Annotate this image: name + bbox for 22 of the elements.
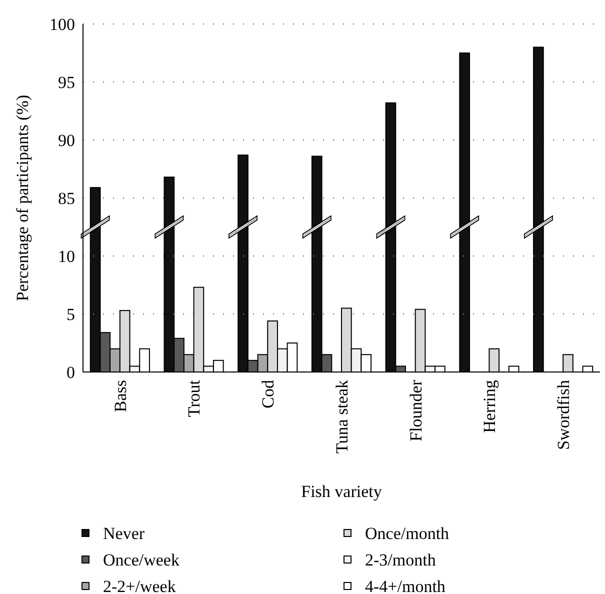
x-tick-label: Cod <box>258 380 278 408</box>
legend-label: Once/month <box>365 524 450 543</box>
legend-label: 4-4+/month <box>365 576 446 594</box>
x-tick-label: Bass <box>110 380 130 412</box>
x-tick-label: Tuna steak <box>332 380 352 454</box>
y-tick-label: 100 <box>50 14 75 34</box>
legend-label: 2-3/month <box>365 550 436 570</box>
y-tick-label: 90 <box>58 130 75 150</box>
y-tick-label: 10 <box>58 246 75 266</box>
legend-label: Never <box>103 524 145 543</box>
y-tick-label: 5 <box>66 304 75 324</box>
y-tick-label: 0 <box>66 362 75 382</box>
x-axis-title: Fish variety <box>301 482 382 501</box>
y-tick-label: 85 <box>58 188 75 208</box>
legend-label: 2-2+/week <box>103 576 176 594</box>
x-tick-label: Swordfish <box>554 380 574 450</box>
x-tick-label: Flounder <box>406 380 426 442</box>
y-axis-title: Percentage of participants (%) <box>12 94 32 302</box>
x-tick-label: Herring <box>480 380 500 433</box>
y-tick-label: 95 <box>58 72 75 92</box>
legend-label: Once/week <box>103 550 180 570</box>
x-tick-label: Trout <box>184 380 204 418</box>
